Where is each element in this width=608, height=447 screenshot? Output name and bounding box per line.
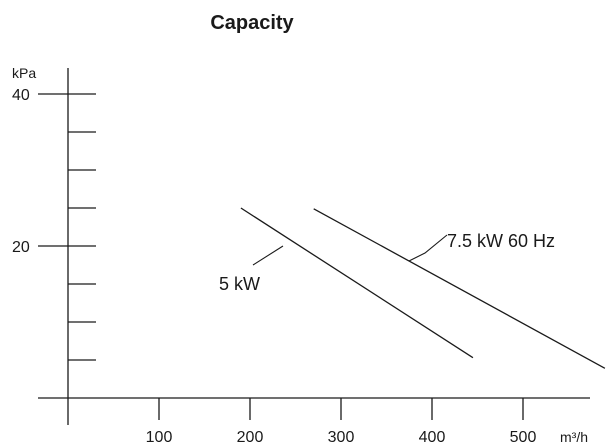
series-group: 5 kW 7.5 kW 60 Hz — [219, 207, 606, 369]
x-tick-label: 500 — [510, 429, 537, 446]
leader-line-5kw — [252, 245, 284, 266]
leader-line-7-5kw — [408, 234, 448, 262]
ticks — [38, 93, 524, 420]
x-tick-label: 300 — [328, 429, 355, 446]
series-line-7-5kw — [313, 208, 606, 369]
series-label-7-5kw: 7.5 kW 60 Hz — [447, 231, 555, 251]
x-tick-label: 100 — [146, 429, 173, 446]
y-tick-label: 20 — [12, 239, 30, 256]
tick-labels: 20 40 100 200 300 400 500 kPa m³/h — [12, 65, 588, 446]
series-line-5kw — [240, 207, 474, 359]
chart-title: Capacity — [210, 12, 294, 34]
x-tick-label: 200 — [237, 429, 264, 446]
series-label-5kw: 5 kW — [219, 274, 260, 294]
y-unit-label: kPa — [12, 65, 36, 81]
x-tick-label: 400 — [419, 429, 446, 446]
y-tick-label: 40 — [12, 87, 30, 104]
x-unit-label: m³/h — [560, 429, 588, 445]
